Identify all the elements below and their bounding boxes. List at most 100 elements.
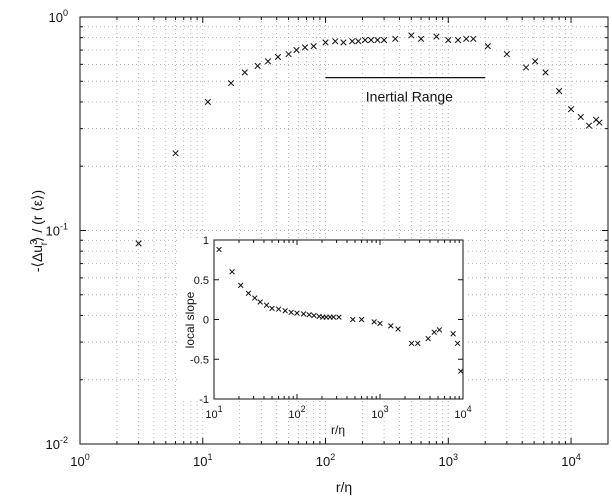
x-tick-label: 104	[561, 452, 580, 469]
main-data-point	[204, 98, 211, 106]
main-data-point	[542, 69, 549, 76]
main-data-point	[484, 43, 491, 50]
inset-data-point	[294, 310, 300, 316]
main-data-point	[417, 35, 425, 43]
inset-data-point	[450, 331, 456, 337]
main-axis-ticks	[79, 16, 609, 445]
inset-y-tick-label: 0	[203, 315, 209, 327]
inset-data-point	[237, 282, 244, 289]
main-data-point	[555, 87, 563, 95]
main-data-point	[361, 36, 369, 44]
main-series-markers	[135, 32, 603, 247]
main-data-point	[264, 58, 272, 65]
main-data-point	[135, 240, 142, 247]
inset-data-point	[395, 326, 401, 332]
inset-series-markers	[216, 246, 464, 374]
inset-data-point	[458, 368, 464, 374]
main-data-point	[355, 38, 362, 45]
main-data-point	[293, 46, 300, 54]
main-data-point	[274, 53, 282, 61]
main-data-point	[470, 35, 477, 43]
inset-data-point	[252, 295, 258, 301]
main-data-point	[172, 150, 179, 157]
main-data-point	[367, 36, 375, 44]
inertial-range-label: Inertial Range	[366, 89, 453, 105]
main-data-point	[241, 69, 248, 76]
main-data-point	[227, 79, 235, 87]
main-data-point	[374, 36, 381, 44]
inset-x-tick-label: 103	[371, 404, 388, 421]
main-y-axis-label: -⟨Δu3r⟩ / (r ⟨ε⟩)	[29, 190, 50, 272]
main-data-point	[567, 106, 575, 113]
main-data-point	[310, 43, 317, 50]
inset-data-point	[216, 246, 222, 253]
inset-x-tick-label: 104	[454, 404, 471, 421]
inset-data-point	[408, 340, 415, 347]
main-data-point	[254, 62, 261, 70]
inset-data-point	[306, 311, 312, 318]
inset-data-point	[377, 320, 383, 327]
inset-data-point	[282, 308, 288, 314]
inset-data-point	[229, 269, 235, 275]
main-data-point	[408, 32, 415, 39]
inset-data-point	[414, 340, 421, 347]
main-data-point	[577, 113, 584, 121]
inset-data-point	[436, 327, 443, 333]
main-data-point	[332, 38, 339, 45]
inset-data-point	[330, 314, 337, 320]
inset-data-point	[269, 305, 275, 312]
main-data-point	[503, 50, 511, 58]
main-data-point	[445, 36, 452, 44]
inset-plot: 101 102 103 104 1 0.5 0 -0.5 -1 r/η local slope	[180, 235, 472, 437]
main-data-point	[454, 36, 462, 44]
inset-data-point	[311, 312, 317, 319]
inertial-range-annotation: Inertial Range	[325, 77, 486, 105]
inset-x-tick-label: 101	[205, 404, 222, 421]
main-data-point	[596, 119, 603, 126]
main-data-point	[522, 64, 530, 71]
main-data-point	[285, 50, 292, 58]
inset-data-point	[454, 340, 461, 347]
inset-y-tick-label: -0.5	[190, 354, 209, 366]
inset-data-point	[263, 302, 270, 308]
y-tick-label: 10-1	[46, 222, 68, 239]
inset-data-point	[350, 316, 356, 323]
inset-data-point	[300, 311, 307, 317]
inset-x-axis-label: r/η	[331, 423, 345, 437]
main-data-point	[433, 33, 440, 40]
main-data-point	[322, 39, 329, 46]
x-tick-label: 102	[316, 452, 335, 469]
inset-y-tick-label: 0.5	[194, 275, 209, 287]
main-data-point	[463, 35, 470, 43]
y-tick-label: 100	[49, 8, 68, 25]
main-data-point	[585, 122, 593, 129]
inset-data-point	[336, 314, 342, 320]
x-tick-label: 103	[439, 452, 458, 469]
main-data-point	[340, 39, 347, 46]
inset-axis-ticks	[213, 239, 464, 400]
inset-data-point	[425, 335, 431, 342]
inset-data-point	[388, 323, 394, 329]
x-tick-label: 101	[193, 452, 212, 469]
inset-y-tick-label: 1	[203, 235, 209, 247]
main-gridlines	[79, 16, 609, 445]
inset-tick-labels: 101 102 103 104 1 0.5 0 -0.5 -1	[190, 235, 472, 421]
main-data-point	[380, 36, 388, 44]
inset-y-axis-label: local slope	[183, 291, 197, 348]
inset-y-tick-label: -1	[199, 394, 209, 406]
inset-data-point	[358, 316, 365, 323]
main-data-point	[531, 58, 539, 65]
main-data-point	[349, 38, 356, 45]
inset-data-point	[431, 329, 437, 335]
inset-background	[180, 238, 466, 400]
inset-data-point	[257, 299, 263, 305]
inset-data-point	[371, 319, 377, 325]
inset-data-point	[245, 290, 252, 297]
main-data-point	[392, 35, 399, 43]
inset-x-tick-label: 102	[288, 404, 305, 421]
main-data-point	[301, 44, 309, 51]
x-tick-label: 100	[70, 452, 89, 469]
inset-data-point	[275, 306, 282, 312]
main-x-axis-label: r/η	[336, 479, 352, 495]
